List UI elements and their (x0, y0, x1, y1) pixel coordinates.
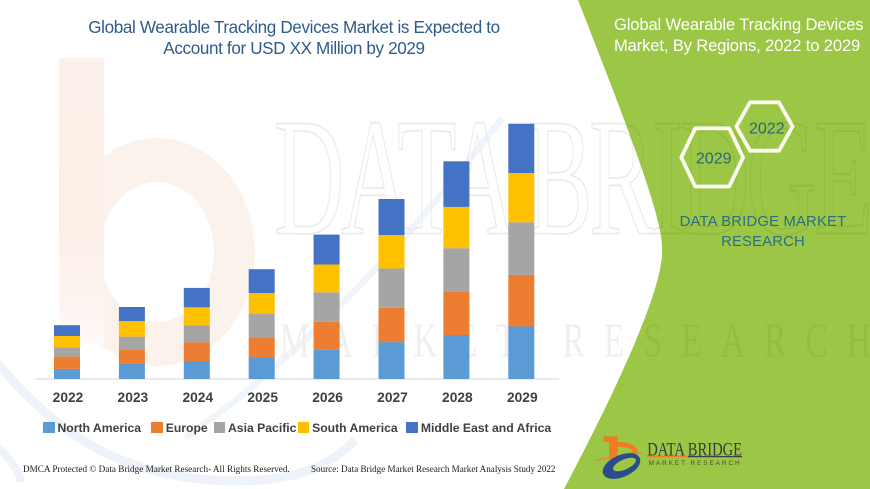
svg-text:2029: 2029 (696, 151, 732, 168)
svg-text:2022: 2022 (749, 121, 785, 138)
svg-text:MARKET RESEARCH: MARKET RESEARCH (649, 460, 742, 467)
svg-text:DATA BRIDGE: DATA BRIDGE (647, 439, 742, 460)
